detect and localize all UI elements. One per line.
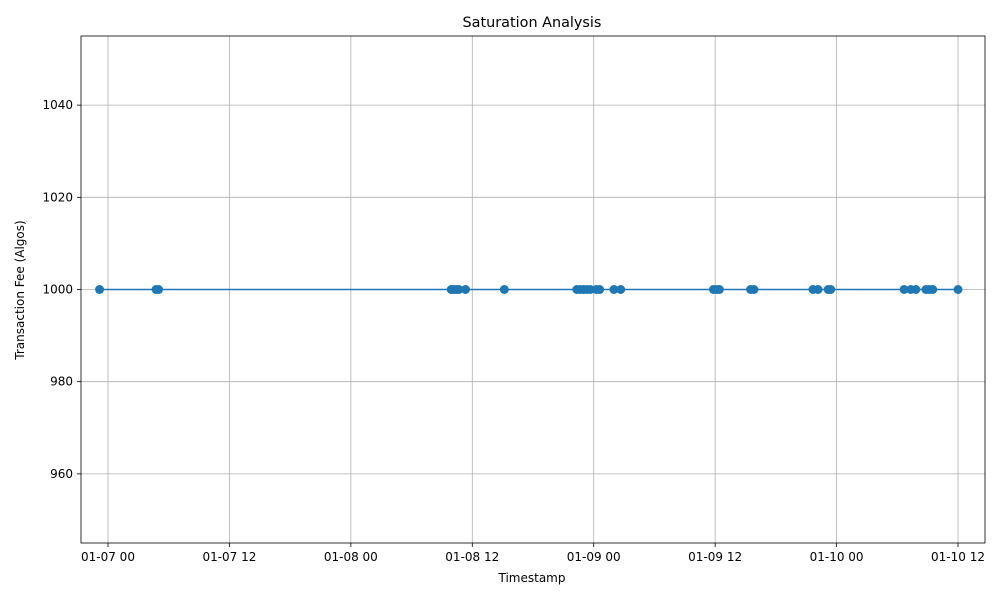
data-point [813, 285, 823, 294]
x-tick-label: 01-07 12 [202, 550, 256, 564]
x-tick-label: 01-08 00 [324, 550, 378, 564]
x-tick-label: 01-07 00 [81, 550, 135, 564]
y-axis-ticks: 960 980 1000 1020 1040 [42, 98, 81, 481]
series-layer [95, 285, 963, 294]
data-point [616, 285, 626, 294]
x-tick-label: 01-08 12 [445, 550, 499, 564]
data-point [911, 285, 921, 294]
data-point [714, 285, 724, 294]
data-point [899, 285, 909, 294]
data-point [454, 285, 464, 294]
y-tick-label: 980 [50, 375, 73, 389]
y-tick-label: 960 [50, 467, 73, 481]
data-point [95, 285, 105, 294]
x-axis-label: Timestamp [498, 571, 566, 585]
data-point [826, 285, 836, 294]
chart-title: Saturation Analysis [463, 15, 602, 31]
x-tick-label: 01-10 00 [810, 550, 864, 564]
y-tick-label: 1020 [42, 190, 73, 204]
x-tick-label: 01-09 12 [688, 550, 742, 564]
data-point [595, 285, 605, 294]
x-tick-label: 01-09 00 [567, 550, 621, 564]
data-point [154, 285, 164, 294]
x-axis-ticks: 01-07 00 01-07 12 01-08 00 01-08 12 01-09 00… [81, 543, 985, 564]
data-point [928, 285, 938, 294]
data-point [749, 285, 759, 294]
data-point [461, 285, 471, 294]
y-axis-label: Transaction Fee (Algos) [13, 220, 27, 360]
y-tick-label: 1040 [42, 98, 73, 112]
data-point [609, 285, 619, 294]
data-point [499, 285, 509, 294]
x-tick-label: 01-10 12 [931, 550, 985, 564]
y-tick-label: 1000 [42, 283, 73, 297]
data-point [953, 285, 963, 294]
